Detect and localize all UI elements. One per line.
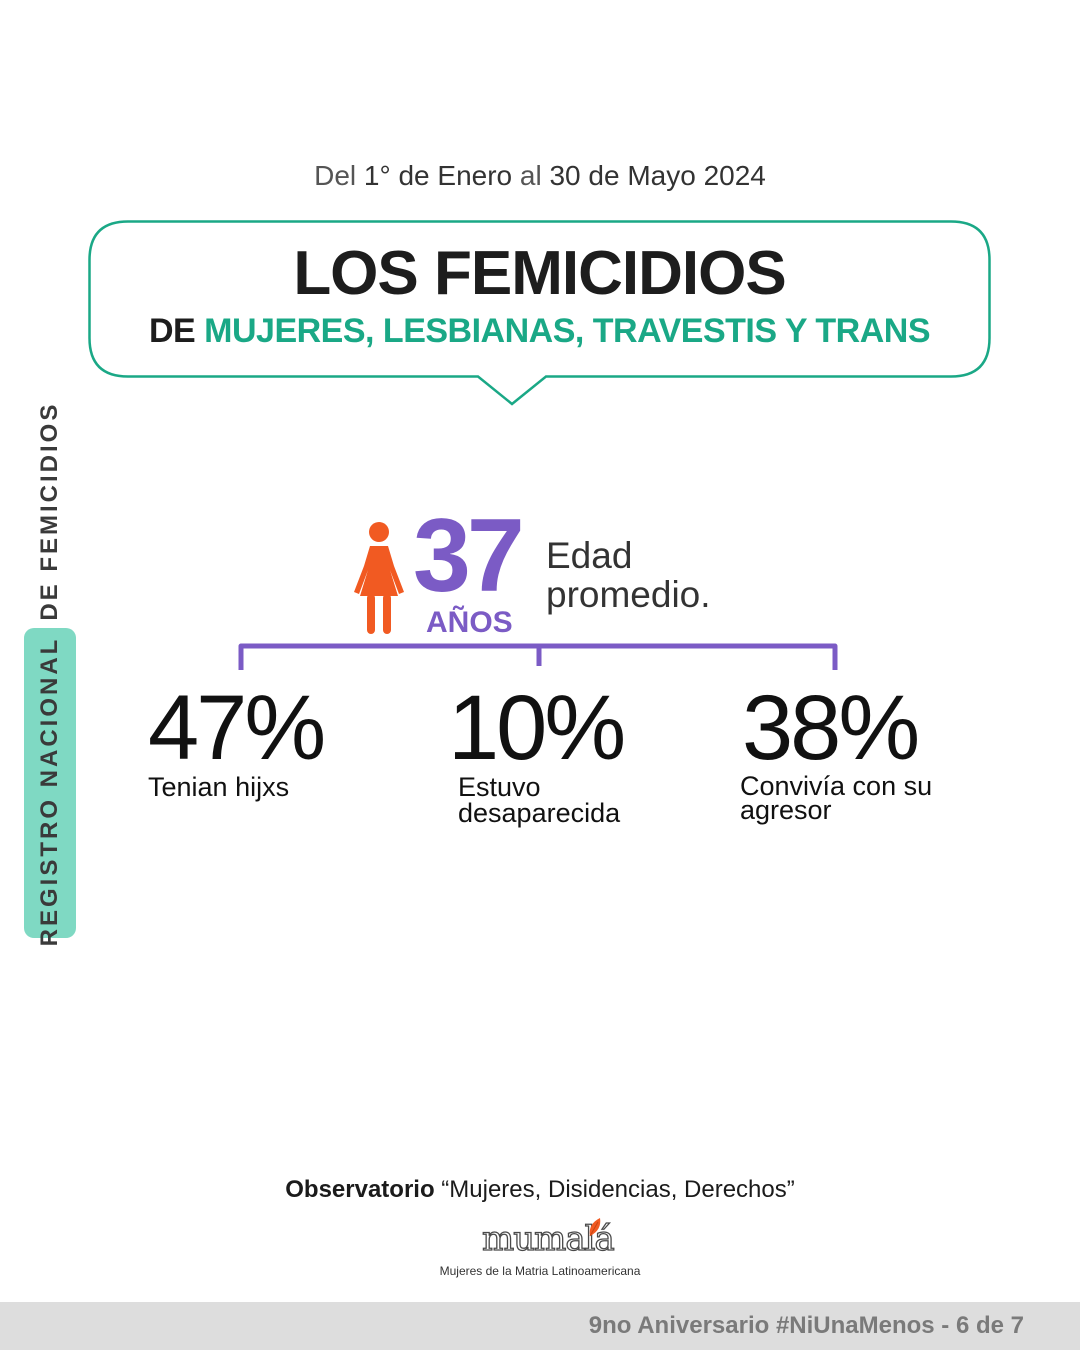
age-unit: AÑOS	[426, 606, 513, 639]
observatorio-name: “Mujeres, Disidencias, Derechos”	[441, 1176, 795, 1203]
footer-text: 9no Aniversario #NiUnaMenos - 6 de 7	[588, 1312, 1024, 1339]
observatorio-credit: Observatorio “Mujeres, Disidencias, Dere…	[0, 1176, 1080, 1204]
page-subtitle: DE MUJERES, LESBIANAS, TRAVESTIS Y TRANS	[88, 312, 991, 351]
age-label: Edad promedio.	[546, 535, 711, 615]
leaf-icon	[586, 1216, 604, 1243]
logo-caption: Mujeres de la Matria Latinoamericana	[439, 1264, 641, 1278]
subtitle-prefix: DE	[148, 312, 196, 350]
title-speech-bubble	[88, 220, 991, 406]
date-mid: al	[519, 160, 542, 191]
stat-label: Tenian hijxs	[148, 772, 290, 802]
date-prefix: Del	[314, 160, 357, 191]
side-label-part1: REGISTRO NACIONAL	[36, 636, 63, 947]
stat-value: 38%	[742, 677, 920, 779]
stat-label: Estuvo desaparecida	[458, 772, 621, 828]
mumala-logo: mumalá	[478, 1216, 615, 1264]
age-value: 37	[413, 498, 525, 614]
stat-value: 47%	[148, 677, 326, 779]
subtitle-highlight: MUJERES, LESBIANAS, TRAVESTIS Y TRANS	[204, 312, 931, 350]
date-to: 30 de Mayo 2024	[549, 160, 766, 191]
date-range: Del 1° de Enero al 30 de Mayo 2024	[0, 160, 1080, 192]
stat-item: 47% Tenian hijxs	[148, 677, 326, 802]
stat-item: 10% Estuvo desaparecida	[448, 677, 626, 828]
side-label-text: REGISTRO NACIONAL DE FEMICIDIOS	[36, 402, 64, 947]
stat-item: 38% Convivía con su agresor	[740, 677, 933, 825]
bracket-connector	[236, 638, 842, 677]
page-title: LOS FEMICIDIOS	[293, 239, 786, 308]
date-from: 1° de Enero	[363, 160, 513, 191]
side-label-part2: DE FEMICIDIOS	[36, 401, 63, 621]
side-vertical-label: REGISTRO NACIONAL DE FEMICIDIOS	[24, 402, 76, 946]
stat-label: Convivía con su agresor	[740, 771, 933, 825]
observatorio-bold: Observatorio	[285, 1176, 435, 1203]
side-label-tab	[24, 628, 76, 938]
stat-value: 10%	[448, 677, 626, 779]
footer-bar: 9no Aniversario #NiUnaMenos - 6 de 7	[0, 1302, 1080, 1350]
woman-figure-icon	[352, 522, 406, 641]
